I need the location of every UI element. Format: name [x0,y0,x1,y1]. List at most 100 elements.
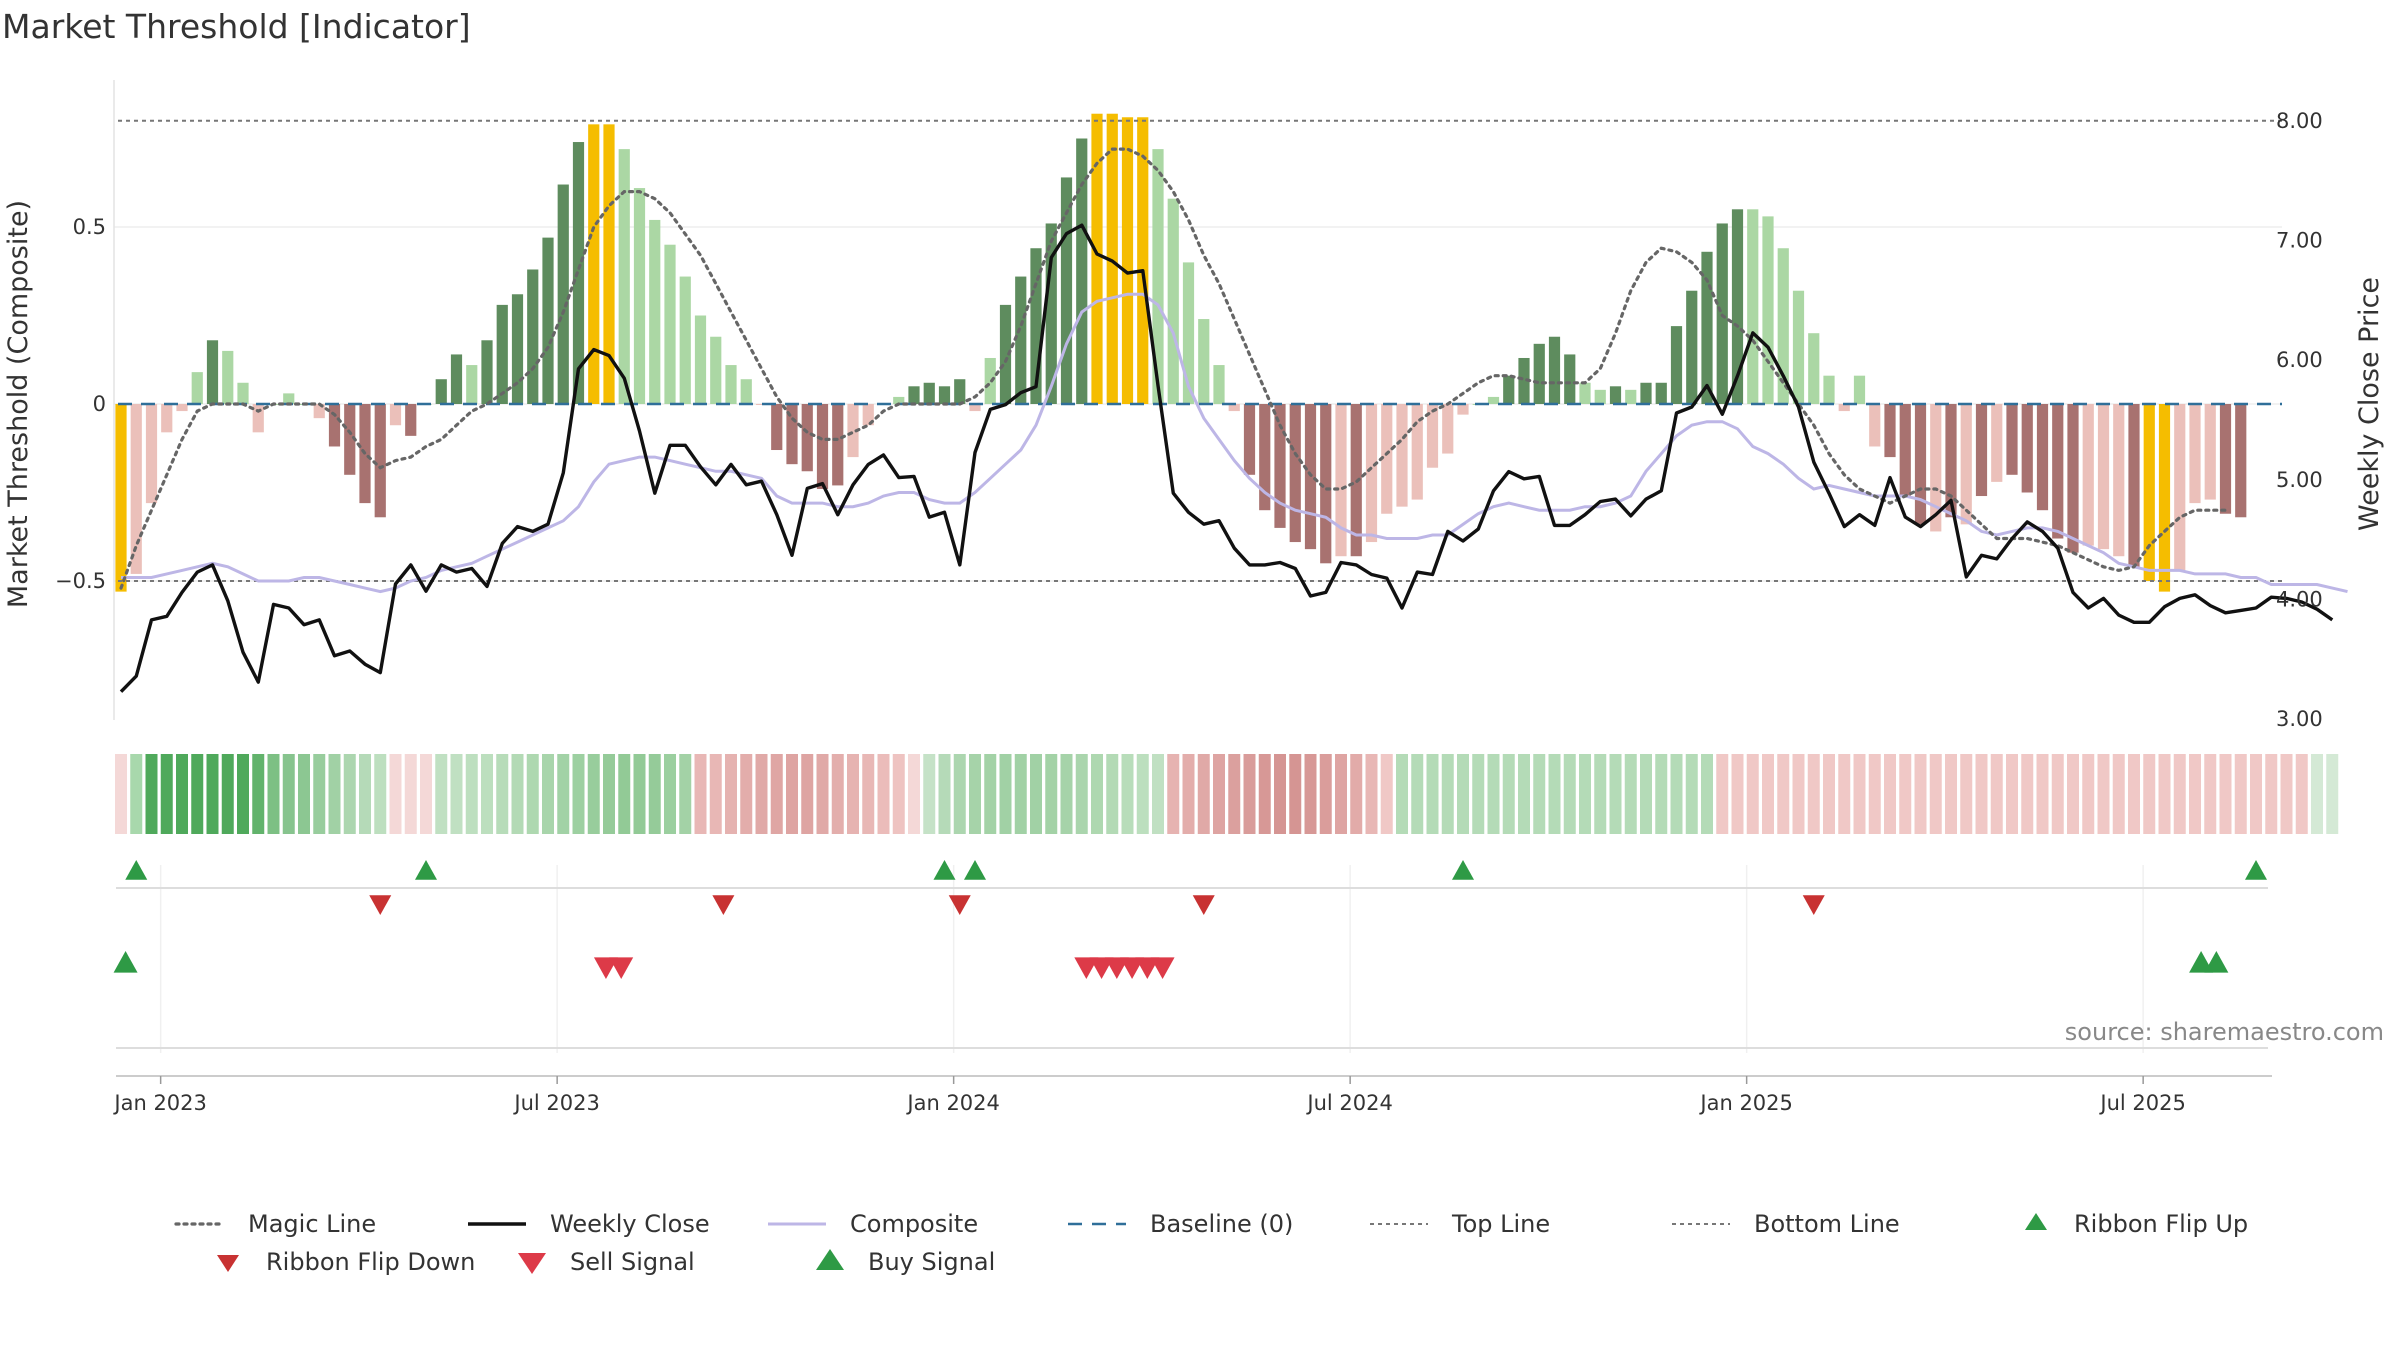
ribbon-cell [1533,754,1546,834]
composite-bar [2006,404,2018,475]
composite-bar [557,184,569,404]
legend-label: Baseline (0) [1150,1210,1293,1238]
ribbon-cell [847,754,859,834]
ribbon-cell [2234,754,2247,834]
ribbon-cell [816,754,829,834]
ribbon-cell [2006,754,2018,834]
composite-bar [1869,404,1881,447]
ribbon-flip-up-marker [2245,860,2267,880]
composite-bar [435,379,447,404]
ribbon-cell [404,754,417,834]
ribbon-cell [191,754,204,834]
composite-bar [191,372,203,404]
composite-bar [1686,290,1698,404]
composite-bar [1747,209,1759,404]
composite-bar [1045,223,1057,404]
composite-bar [389,404,402,426]
ribbon-cell [1518,754,1530,834]
composite-bar [1396,404,1408,507]
ribbon-cell [1563,754,1576,834]
ribbon-cell [221,754,234,834]
y-right-tick-label: 4.00 [2276,587,2323,611]
buy-signal-marker [2204,951,2229,973]
composite-bar [2097,404,2110,550]
composite-bar [2052,404,2064,539]
composite-bars [115,113,2247,592]
ribbon-cell [1823,754,1835,834]
ribbon-cell [770,754,783,834]
legend-label: Sell Signal [570,1248,695,1276]
composite-bar [1030,248,1042,404]
ribbon-cell [1060,754,1073,834]
ribbon-cell [1914,754,1927,834]
composite-bar [2189,404,2201,504]
composite-bar [633,188,646,404]
composite-bar [1655,382,1667,404]
ribbon-cell [343,754,356,834]
ribbon-cell [1609,754,1622,834]
composite-bar [1320,404,1332,564]
ribbon-cell [1182,754,1195,834]
composite-bar [1228,404,1240,412]
date-axis: Jan 2023 Jul 2023 Jan 2024 Jul 2024 Jan 2025… [112,1075,2272,1115]
ribbon-cell [1594,754,1607,834]
composite-bar [1365,404,1378,543]
ribbon-cell [603,754,615,834]
composite-bar [1381,404,1393,514]
ribbon-flip-up-marker [933,860,956,880]
ribbon-cell [1929,754,1942,834]
ribbon-cell [1152,754,1164,834]
composite-bar [1823,375,1835,404]
composite-bar [2235,404,2247,518]
composite-bar [328,404,341,447]
composite-bar [1701,251,1713,404]
ribbon-cell [1640,754,1652,834]
composite-bar [1152,149,1164,404]
ribbon-cell [1136,754,1149,834]
signal-markers [113,860,2268,1053]
axes: 0.5 0 −0.5 8.00 7.00 6.00 5.00 4.00 3.00 Market T… [3,109,2385,731]
y-right-tick-label: 3.00 [2276,707,2323,731]
ribbon-cell [130,754,143,834]
y-right-tick-label: 7.00 [2276,229,2323,253]
ribbon-cell [2036,754,2049,834]
composite-bar [1960,404,1972,525]
ribbon-cell [1319,754,1332,834]
legend-label: Weekly Close [550,1210,710,1238]
ribbon-cell [938,754,951,834]
ribbon-cell [1716,754,1729,834]
ribbon-flip-up-marker [415,860,437,880]
ribbon-strip [115,754,2339,834]
composite-bar [1670,326,1683,404]
composite-bar [679,276,691,404]
ribbon-cell [1213,754,1225,834]
legend-label: Top Line [1451,1210,1550,1238]
ribbon-cell [1274,754,1286,834]
y-right-axis-label: Weekly Close Price [2354,277,2385,531]
composite-bar [832,404,844,486]
composite-bar [1853,375,1866,404]
composite-bar [923,382,935,404]
ribbon-cell [1579,754,1591,834]
composite-bar [1579,382,1591,404]
legend-item: Bottom Line [1672,1210,1900,1238]
ribbon-cell [2128,754,2140,834]
legend-item: Composite [768,1210,978,1238]
ribbon-cell [923,754,936,834]
composite-bar [771,404,783,451]
legend-item: Ribbon Flip Up [2025,1210,2248,1238]
composite-bar [1213,365,1225,404]
composite-bar [1518,357,1530,404]
composite-bar [1076,138,1088,404]
ribbon-cell [1884,754,1896,834]
ribbon-cell [1441,754,1454,834]
composite-bar [755,404,768,405]
ribbon-cell [1350,754,1363,834]
ribbon-cell [2265,754,2278,834]
ribbon-cell [1258,754,1271,834]
composite-bar [664,244,676,404]
composite-bar [481,340,493,404]
ribbon-cell [1030,754,1042,834]
ribbon-cell [2143,754,2156,834]
composite-bar [1198,319,1210,404]
